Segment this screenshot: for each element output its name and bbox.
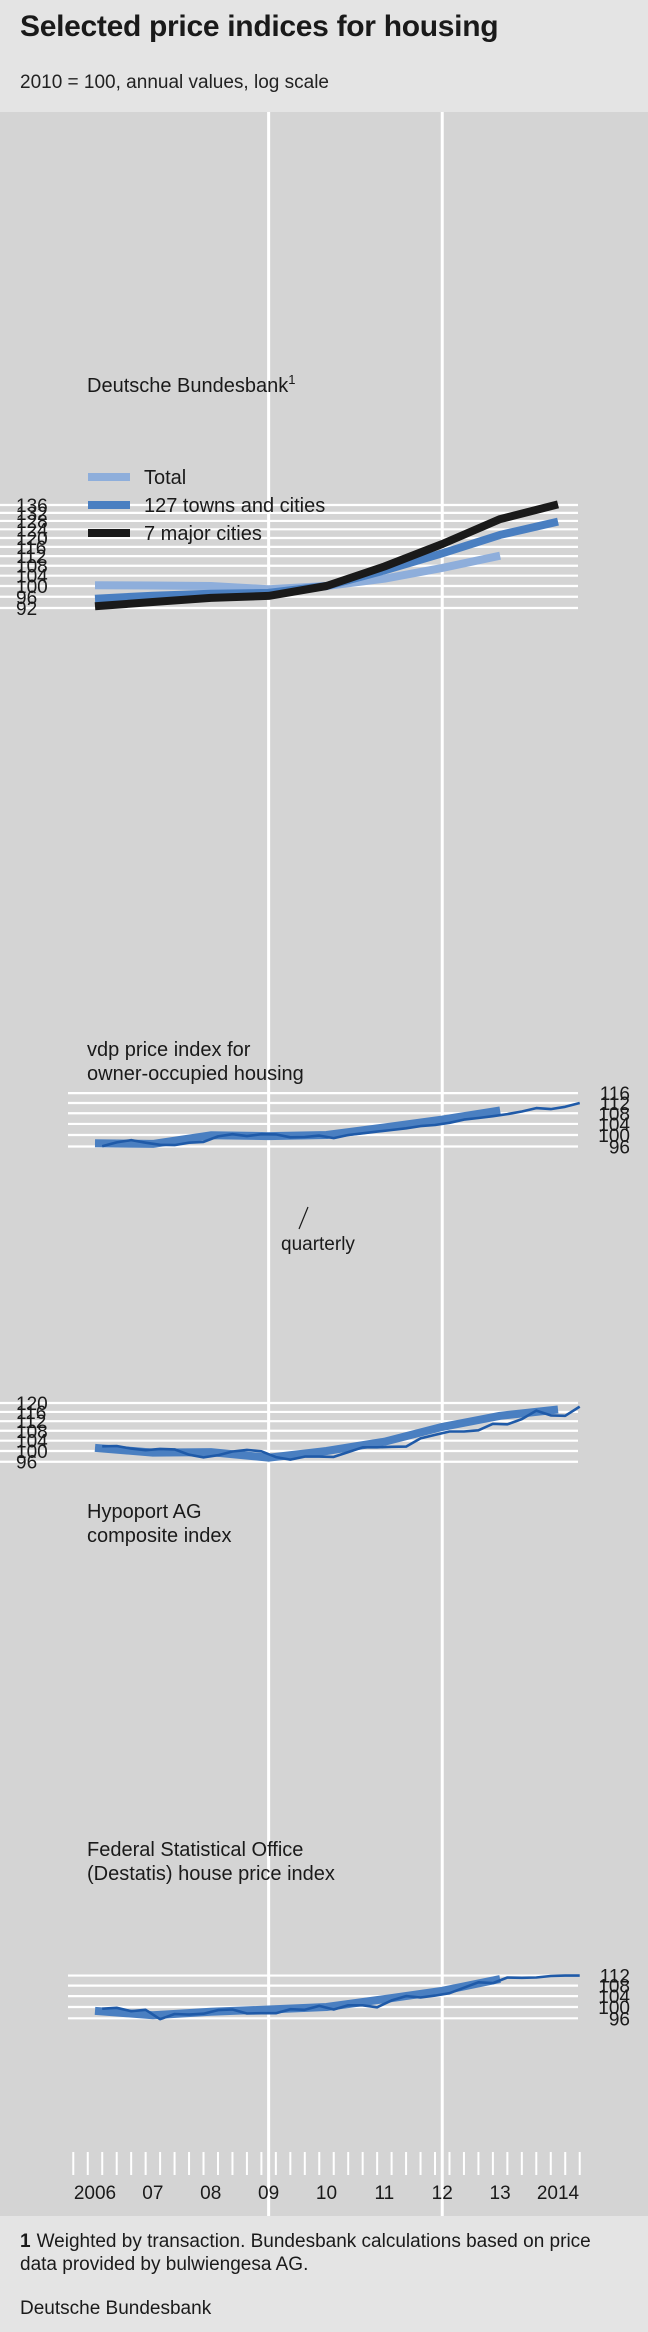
y-tick-label-2-112: 112 <box>600 1094 630 1115</box>
series-line-2-quarterly <box>101 1101 581 1148</box>
y-tick-label-4-100: 100 <box>598 1998 630 2019</box>
y-tick-label-1-120: 120 <box>16 529 48 550</box>
y-tick-label-4-96: 96 <box>609 2009 630 2030</box>
x-tick-label-09: 09 <box>258 2183 279 2204</box>
x-tick-label-12: 12 <box>432 2183 453 2204</box>
panel-3-title-line1: Hypoport AG <box>87 1501 202 1523</box>
x-tick-label-2014: 2014 <box>537 2183 580 2204</box>
page-title: Selected price indices for housing <box>20 10 499 43</box>
y-tick-label-1-92: 92 <box>16 599 37 620</box>
y-tick-label-3-100: 100 <box>16 1442 48 1463</box>
x-axis: 9296100104108112116120124128132136961001… <box>16 496 630 2204</box>
y-tick-label-2-104: 104 <box>598 1115 630 1136</box>
footnote-text: Weighted by transaction. Bundesbank calc… <box>20 2231 591 2275</box>
y-tick-label-1-116: 116 <box>16 538 46 559</box>
y-tick-label-4-108: 108 <box>598 1977 630 1998</box>
series-line-2-annual <box>94 1106 501 1148</box>
y-tick-label-4-104: 104 <box>598 1987 630 2008</box>
series-layer <box>94 500 581 2021</box>
y-tick-label-3-108: 108 <box>16 1422 48 1443</box>
y-tick-label-3-112: 112 <box>16 1412 46 1433</box>
panel-2-title-line1: vdp price index for <box>87 1039 251 1061</box>
panel-3-title-line2: composite index <box>87 1525 232 1547</box>
y-tick-label-3-116: 116 <box>16 1403 46 1424</box>
x-tick-label-07: 07 <box>142 2183 163 2204</box>
housing-price-chart: Deutsche Bundesbank1 Total 127 towns and… <box>0 112 648 2216</box>
source-label: Deutsche Bundesbank <box>20 2298 212 2319</box>
y-tick-label-2-108: 108 <box>598 1104 630 1125</box>
panel-1-title: Deutsche Bundesbank1 <box>87 372 295 397</box>
y-tick-label-1-100: 100 <box>16 577 48 598</box>
chart-footer: 1 Weighted by transaction. Bundesbank cal… <box>0 2216 648 2332</box>
y-tick-label-1-96: 96 <box>16 588 37 609</box>
chart-header: Selected price indices for housing 2010 … <box>0 0 648 112</box>
x-tick-label-13: 13 <box>490 2183 511 2204</box>
chart-background <box>0 112 648 2216</box>
chart-subtitle: 2010 = 100, annual values, log scale <box>20 72 329 93</box>
series-line-4-quarterly <box>102 1974 580 2021</box>
x-tick-label-08: 08 <box>200 2183 221 2204</box>
y-tick-label-3-96: 96 <box>16 1453 37 1474</box>
legend-label-127-towns: 127 towns and cities <box>144 495 325 517</box>
x-tick-label-11: 11 <box>375 2183 395 2204</box>
y-tick-label-3-120: 120 <box>16 1394 48 1415</box>
panel-4-title-line1: Federal Statistical Office <box>87 1839 303 1861</box>
x-tick-label-2006: 2006 <box>74 2183 116 2204</box>
series-line-3-quarterly <box>102 1405 581 1461</box>
legend-label-total: Total <box>144 467 186 489</box>
legend-label-7-cities: 7 major cities <box>144 523 262 545</box>
y-tick-label-2-100: 100 <box>598 1126 630 1147</box>
y-tick-label-2-116: 116 <box>600 1084 630 1105</box>
footnote-marker: 1 <box>20 2231 31 2252</box>
label-layer: Deutsche Bundesbank1 Total 127 towns and… <box>87 372 355 1885</box>
footnote-superscript: 1 <box>288 372 295 387</box>
quarterly-annotation: quarterly <box>281 1234 355 1255</box>
y-tick-label-4-112: 112 <box>600 1967 630 1988</box>
y-tick-label-1-104: 104 <box>16 567 48 588</box>
y-tick-label-1-136: 136 <box>16 496 48 517</box>
quarterly-annotation-leader <box>298 1206 309 1230</box>
footnote: 1 Weighted by transaction. Bundesbank cal… <box>20 2230 630 2276</box>
y-tick-label-1-128: 128 <box>16 512 48 533</box>
y-tick-label-1-108: 108 <box>16 557 48 578</box>
y-tick-label-3-104: 104 <box>16 1432 48 1453</box>
y-tick-label-1-132: 132 <box>16 504 48 525</box>
y-tick-label-2-96: 96 <box>609 1138 630 1159</box>
y-tick-label-1-112: 112 <box>16 547 46 568</box>
panel-2-title-line2: owner-occupied housing <box>87 1063 304 1085</box>
y-tick-label-1-124: 124 <box>16 520 48 541</box>
panel-4-title-line2: (Destatis) house price index <box>87 1863 335 1885</box>
x-tick-label-10: 10 <box>316 2183 337 2204</box>
